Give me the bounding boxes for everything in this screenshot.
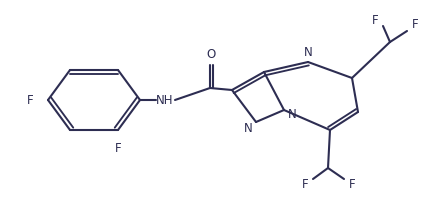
Text: F: F	[115, 142, 121, 154]
Text: N: N	[288, 108, 296, 121]
Text: NH: NH	[156, 94, 174, 106]
Text: N: N	[244, 121, 252, 134]
Text: F: F	[412, 19, 418, 31]
Text: O: O	[207, 47, 216, 60]
Text: F: F	[302, 178, 308, 192]
Text: F: F	[27, 94, 33, 106]
Text: F: F	[349, 178, 355, 192]
Text: N: N	[304, 46, 312, 58]
Text: F: F	[372, 14, 378, 26]
